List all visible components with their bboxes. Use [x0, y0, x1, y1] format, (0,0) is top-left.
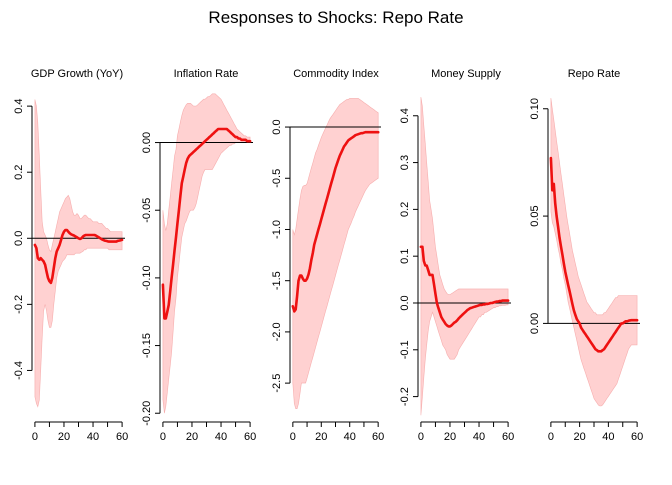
- x-tick-label: 40: [87, 431, 99, 443]
- confidence-band: [292, 98, 379, 409]
- y-tick-label: 0.0: [13, 231, 25, 246]
- y-tick-label: 0.4: [399, 108, 411, 123]
- panel-title: Commodity Index: [293, 68, 379, 80]
- irf-line: [549, 156, 639, 353]
- x-tick-label: 40: [344, 431, 356, 443]
- x-tick-label: 60: [116, 431, 128, 443]
- confidence-band: [550, 97, 638, 407]
- y-tick-label: -1.0: [271, 220, 283, 239]
- y-tick-label: -1.5: [271, 271, 283, 290]
- y-tick-label: -0.2: [399, 387, 411, 406]
- confidence-band: [162, 93, 251, 414]
- panel-title: Repo Rate: [568, 68, 621, 80]
- y-tick-label: 0.2: [13, 165, 25, 180]
- y-tick-label: -0.05: [141, 198, 153, 223]
- panel-4: Repo Rate 0.00 0.05 0.10 0 20 40 60: [529, 68, 643, 443]
- figure-title: Responses to Shocks: Repo Rate: [208, 8, 464, 27]
- x-tick-label: 0: [290, 431, 296, 443]
- panel-title: Money Supply: [431, 68, 501, 80]
- x-tick-label: 40: [602, 431, 614, 443]
- panel-1: Inflation Rate -0.20 -0.15 -0.10 -0.05 0.00 0 2…: [141, 68, 256, 443]
- x-tick-label: 0: [418, 431, 424, 443]
- x-tick-label: 0: [548, 431, 554, 443]
- x-tick-label: 0: [160, 431, 166, 443]
- panel-title: GDP Growth (YoY): [31, 68, 123, 80]
- y-tick-label: -0.2: [13, 295, 25, 314]
- irf-line: [291, 130, 380, 313]
- x-tick-label: 40: [215, 431, 227, 443]
- confidence-band: [420, 96, 509, 416]
- x-tick-label: 20: [186, 431, 198, 443]
- y-tick-label: 0.2: [399, 202, 411, 217]
- irf-line: [33, 228, 124, 285]
- y-tick-label: -0.10: [141, 265, 153, 290]
- y-tick-label: 0.1: [399, 249, 411, 264]
- x-tick-label: 20: [58, 431, 70, 443]
- x-tick-label: 60: [244, 431, 256, 443]
- y-tick-label: -0.4: [13, 361, 25, 380]
- y-tick-label: -0.1: [399, 340, 411, 359]
- x-tick-label: 60: [631, 431, 643, 443]
- y-tick-label: -2.5: [271, 374, 283, 393]
- y-tick-label: 0.00: [141, 132, 153, 153]
- x-tick-label: 20: [444, 431, 456, 443]
- panel-2: Commodity Index -2.5 -2.0 -1.5 -1.0 -0.5 0.0 0 2…: [271, 68, 384, 443]
- y-tick-label: 0.0: [399, 295, 411, 310]
- confidence-band: [34, 99, 123, 408]
- panel-title: Inflation Rate: [174, 68, 239, 80]
- y-tick-label: -2.0: [271, 322, 283, 341]
- y-tick-label: -0.20: [141, 401, 153, 426]
- x-tick-label: 20: [574, 431, 586, 443]
- y-tick-label: 0.00: [529, 313, 541, 334]
- x-tick-label: 60: [372, 431, 384, 443]
- y-tick-label: 0.4: [13, 98, 25, 113]
- y-tick-label: -0.15: [141, 333, 153, 358]
- x-tick-label: 0: [32, 431, 38, 443]
- y-tick-label: -0.5: [271, 169, 283, 188]
- irf-line: [161, 127, 252, 320]
- x-tick-label: 20: [315, 431, 327, 443]
- x-tick-label: 60: [502, 431, 514, 443]
- panel-0: GDP Growth (YoY) -0.4 -0.2 0.0 0.2 0.4 0 20 40 60: [13, 68, 128, 443]
- y-tick-label: 0.05: [529, 205, 541, 226]
- y-tick-label: 0.0: [271, 119, 283, 134]
- y-tick-label: 0.3: [399, 155, 411, 170]
- irf-line: [419, 245, 510, 328]
- x-tick-label: 40: [473, 431, 485, 443]
- y-tick-label: 0.10: [529, 98, 541, 119]
- panel-3: Money Supply -0.2 -0.1 0.0 0.1 0.2 0.3 0.4 0 20 40…: [399, 68, 514, 443]
